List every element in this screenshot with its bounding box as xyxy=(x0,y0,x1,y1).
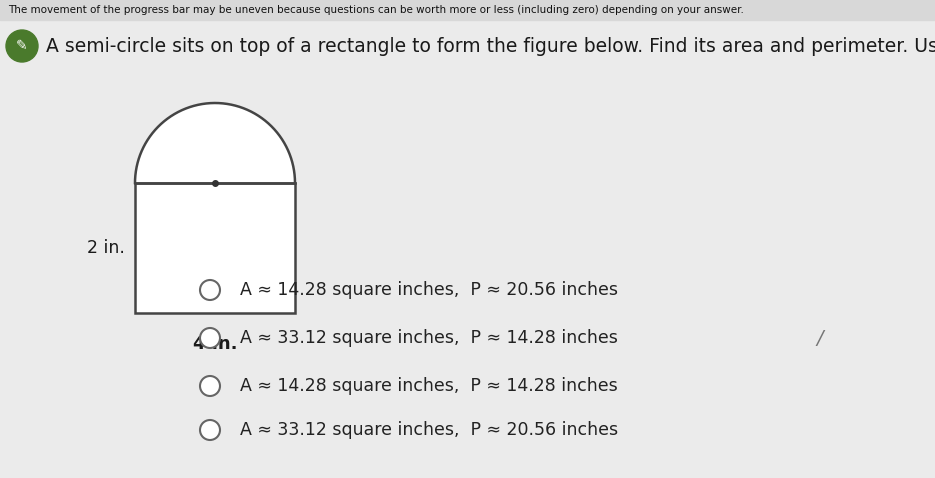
Text: The movement of the progress bar may be uneven because questions can be worth mo: The movement of the progress bar may be … xyxy=(8,5,744,15)
Text: A ≈ 33.12 square inches,  P ≈ 14.28 inches: A ≈ 33.12 square inches, P ≈ 14.28 inche… xyxy=(240,329,618,347)
Text: A ≈ 14.28 square inches,  P ≈ 14.28 inches: A ≈ 14.28 square inches, P ≈ 14.28 inche… xyxy=(240,377,618,395)
Text: A ≈ 14.28 square inches,  P ≈ 20.56 inches: A ≈ 14.28 square inches, P ≈ 20.56 inche… xyxy=(240,281,618,299)
Circle shape xyxy=(6,30,38,62)
Bar xyxy=(0,0,935,20)
Circle shape xyxy=(200,376,220,396)
Text: 4 in.: 4 in. xyxy=(193,335,237,353)
Polygon shape xyxy=(135,103,295,183)
Text: A ≈ 33.12 square inches,  P ≈ 20.56 inches: A ≈ 33.12 square inches, P ≈ 20.56 inche… xyxy=(240,421,618,439)
Text: ✎: ✎ xyxy=(16,39,28,53)
Circle shape xyxy=(200,280,220,300)
Text: /: / xyxy=(816,328,824,348)
Circle shape xyxy=(200,328,220,348)
Text: A semi-circle sits on top of a rectangle to form the figure below. Find its area: A semi-circle sits on top of a rectangle… xyxy=(46,36,935,55)
Text: 2 in.: 2 in. xyxy=(87,239,125,257)
Circle shape xyxy=(200,420,220,440)
Bar xyxy=(135,183,295,313)
